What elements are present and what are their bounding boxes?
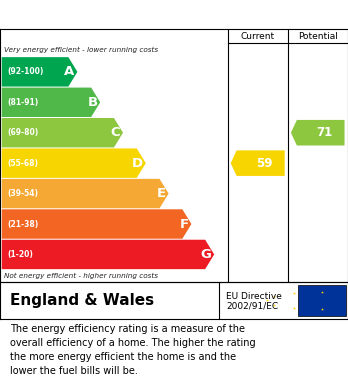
Polygon shape [2,88,100,117]
Polygon shape [2,118,123,147]
Polygon shape [2,209,191,239]
Text: 59: 59 [256,157,272,170]
Text: E: E [157,187,166,200]
Text: (55-68): (55-68) [7,159,38,168]
Text: (21-38): (21-38) [7,219,38,228]
Polygon shape [291,120,345,145]
Text: Potential: Potential [298,32,338,41]
Text: (1-20): (1-20) [7,250,33,259]
Polygon shape [2,149,146,178]
Text: Very energy efficient - lower running costs: Very energy efficient - lower running co… [4,47,158,53]
Text: EU Directive: EU Directive [226,292,282,301]
Text: A: A [64,65,74,78]
Text: The energy efficiency rating is a measure of the
overall efficiency of a home. T: The energy efficiency rating is a measur… [10,325,256,377]
Polygon shape [2,57,77,86]
Text: (92-100): (92-100) [7,67,44,76]
Bar [298,285,346,316]
Polygon shape [2,179,168,208]
Text: C: C [111,126,120,139]
Text: (69-80): (69-80) [7,128,38,137]
Text: F: F [180,217,189,231]
Polygon shape [231,151,285,176]
Text: Current: Current [241,32,275,41]
Polygon shape [2,240,214,269]
Text: D: D [132,157,143,170]
Text: England & Wales: England & Wales [10,293,155,308]
Text: (39-54): (39-54) [7,189,38,198]
Text: B: B [87,96,97,109]
Text: Not energy efficient - higher running costs: Not energy efficient - higher running co… [4,273,158,279]
Text: G: G [200,248,212,261]
Text: (81-91): (81-91) [7,98,38,107]
Text: 2002/91/EC: 2002/91/EC [226,301,278,310]
Text: 71: 71 [316,126,332,139]
Text: Energy Efficiency Rating: Energy Efficiency Rating [69,7,279,22]
